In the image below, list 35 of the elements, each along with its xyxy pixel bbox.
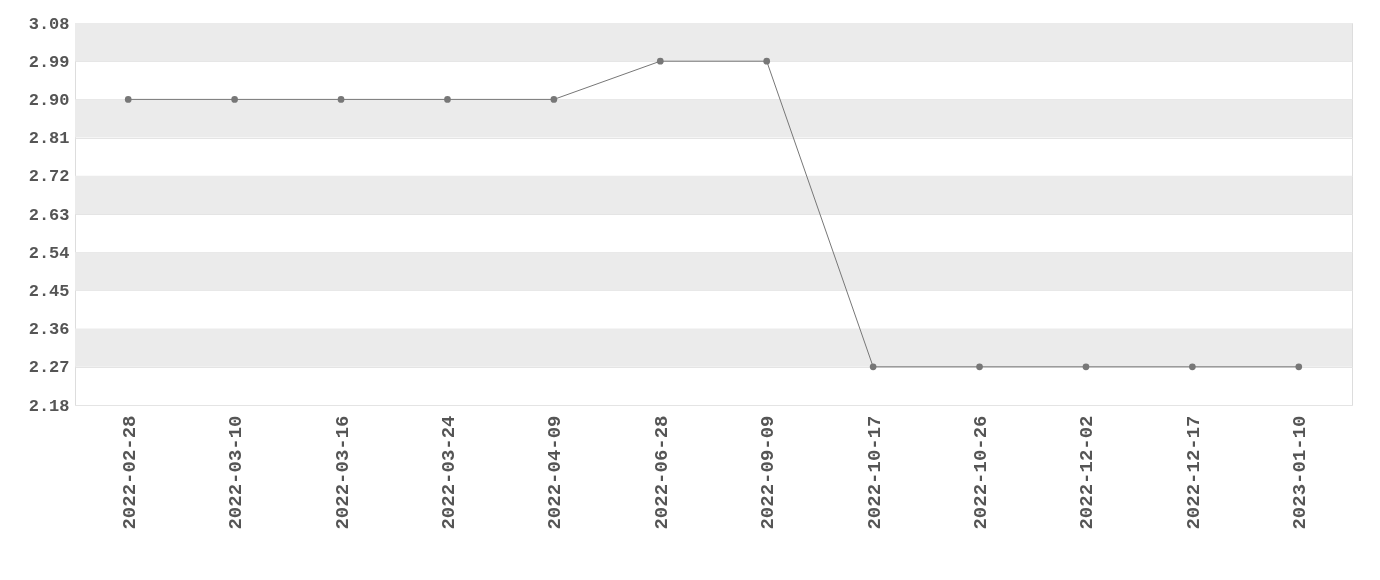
y-tick-label: 2.18 [28,396,70,416]
x-tick-label: 2022-04-09 [544,415,567,530]
x-tick-label: 2022-02-28 [118,415,141,530]
y-tick-label: 2.45 [28,281,70,301]
point [550,96,558,103]
y-tick-label: 2.36 [28,320,70,340]
x-tick-label: 2022-10-17 [863,415,886,530]
y-tick-label: 2.90 [28,90,70,110]
x-tick-label: 2022-03-24 [437,415,460,530]
x-tick-label: 2022-06-28 [650,415,673,530]
point [1082,363,1090,371]
x-tick-label: 2022-12-17 [1182,415,1205,530]
y-tick-label: 2.54 [28,243,70,263]
point [976,363,983,371]
point [1295,363,1303,371]
y-tick-label: 2.27 [28,358,70,378]
point [124,96,132,103]
y-tick-label: 2.72 [28,167,70,187]
x-tick-label: 2022-03-10 [225,415,248,530]
x-tick-label: 2022-10-26 [970,415,993,530]
y-tick-label: 2.99 [28,52,70,72]
x-tick-label: 2022-12-02 [1076,415,1099,530]
x-tick-label: 2022-03-16 [331,415,354,530]
x-tick-label: 2022-09-09 [757,415,780,530]
point [444,96,451,103]
point [1189,363,1196,371]
x-tick-label: 2023-01-10 [1289,415,1312,530]
point [231,96,238,103]
point [337,96,345,103]
y-tick-label: 2.81 [28,129,70,149]
point [656,57,664,65]
y-tick-label: 2.63 [28,205,70,225]
y-tick-label: 3.08 [28,14,70,34]
point [869,363,877,371]
point [763,57,771,65]
